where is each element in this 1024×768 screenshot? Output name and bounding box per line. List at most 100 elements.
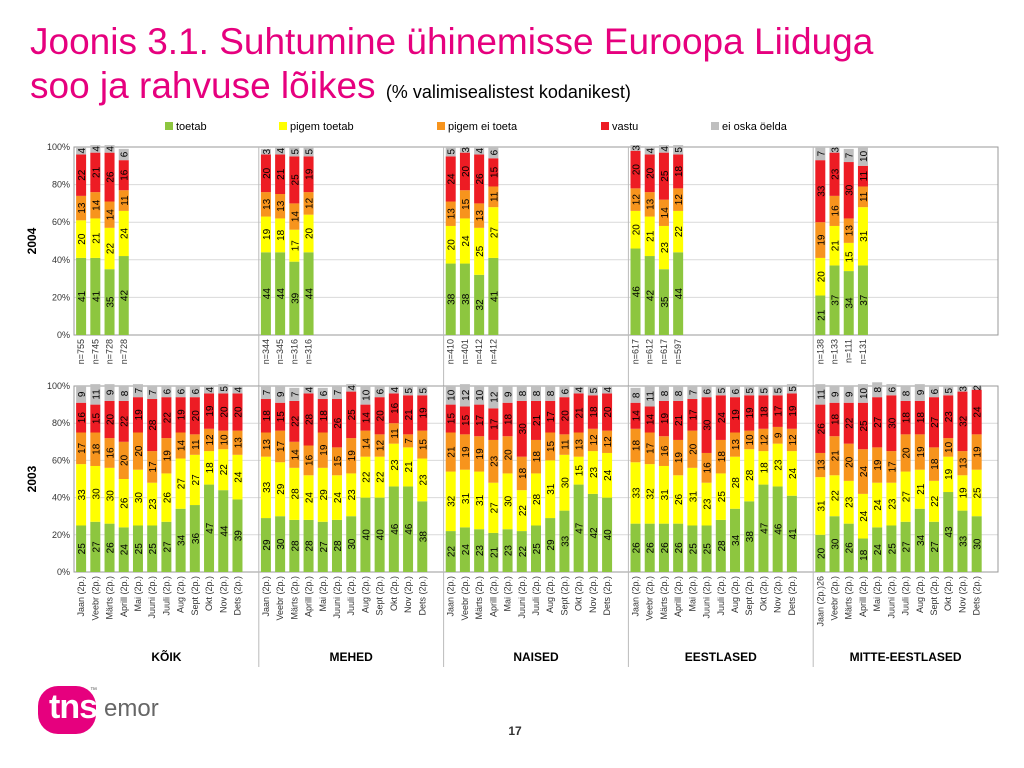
bar-segment (843, 402, 854, 444)
bar-segment (701, 452, 712, 483)
bar-value-label: 12 (305, 197, 316, 209)
bar-segment (786, 393, 797, 429)
bar-segment (175, 508, 186, 572)
bar-value-label: 19 (958, 487, 969, 499)
bar-value-label: 4 (276, 148, 287, 154)
bar-segment (602, 386, 613, 394)
bar-value-label: 20 (262, 167, 273, 179)
bar-value-label: 40 (361, 529, 372, 541)
bar-segment (701, 397, 712, 453)
bar-segment (630, 210, 641, 249)
bar-segment (488, 158, 499, 187)
bar-segment (758, 386, 769, 396)
bar-value-label: 22 (162, 412, 173, 424)
bar-segment (744, 430, 755, 450)
bar-value-label: 17 (546, 411, 557, 423)
category-label: Juuni (2p.) (517, 576, 527, 619)
bar-segment (602, 393, 613, 431)
bar-segment (943, 395, 954, 439)
bar-value-label: 30 (845, 184, 856, 196)
bar-segment (673, 400, 684, 440)
bar-value-label: 47 (759, 522, 770, 534)
bar-segment (175, 458, 186, 509)
bar-segment (815, 257, 826, 296)
bar-value-label: 41 (489, 290, 500, 302)
bar-segment (886, 451, 897, 483)
bar-segment (857, 186, 868, 208)
bar-value-label: 41 (77, 290, 88, 302)
bar-value-label: 27 (902, 491, 913, 503)
bar-value-label: 6 (489, 149, 500, 155)
bar-segment (374, 497, 385, 572)
bar-segment (76, 525, 87, 572)
bar-value-label: 28 (745, 469, 756, 481)
bar-segment (516, 490, 527, 532)
bar-segment (701, 525, 712, 572)
bar-segment (872, 527, 883, 572)
bar-segment (118, 210, 129, 257)
category-label: Märts (2p.) (844, 576, 854, 620)
bar-value-label: 22 (361, 471, 372, 483)
bar-value-label: 33 (560, 535, 571, 547)
bar-segment (445, 225, 456, 264)
bar-value-label: 3 (831, 147, 842, 153)
bar-value-label: 20 (376, 410, 387, 422)
bar-segment (388, 423, 399, 444)
bar-segment (189, 505, 200, 572)
bar-value-label: 18 (262, 410, 273, 422)
bar-segment (857, 449, 868, 494)
bar-segment (829, 152, 840, 196)
bar-segment (403, 434, 414, 448)
bar-value-label: 20 (632, 224, 643, 236)
bar-value-label: 4 (603, 387, 614, 393)
bar-value-label: 21 (489, 546, 500, 558)
bar-segment (289, 400, 300, 442)
bar-segment (900, 471, 911, 522)
bar-value-label: 22 (831, 490, 842, 502)
bar-value-label: 4 (305, 387, 316, 393)
bar-value-label: 13 (845, 225, 856, 237)
bar-segment (374, 456, 385, 498)
bar-value-label: 20 (106, 413, 117, 425)
bar-value-label: 16 (703, 462, 714, 474)
bar-segment (687, 386, 698, 400)
bar-segment (289, 147, 300, 157)
bar-value-label: 19 (305, 168, 316, 180)
bar-value-label: 24 (603, 469, 614, 481)
bar-value-label: 28 (717, 540, 728, 552)
category-label: Juuni (2p.) (332, 576, 342, 619)
bar-value-label: 18 (205, 462, 216, 474)
bar-value-label: 22 (447, 546, 458, 558)
bar-segment (303, 445, 314, 476)
bar-segment (118, 400, 129, 442)
bar-segment (388, 486, 399, 572)
bar-segment (815, 160, 826, 223)
bar-segment (914, 508, 925, 572)
bar-value-label: 11 (560, 439, 571, 450)
bar-value-label: 30 (518, 423, 529, 435)
bar-segment (260, 432, 271, 457)
logo-mark: ™ (38, 686, 97, 734)
bar-segment (857, 384, 868, 403)
bar-segment (957, 510, 968, 572)
bar-segment (744, 395, 755, 431)
bar-value-label: 33 (632, 487, 643, 499)
bar-segment (715, 519, 726, 572)
bar-value-label: 32 (958, 415, 969, 427)
bar-value-label: 20 (603, 406, 614, 418)
bar-value-label: 19 (745, 407, 756, 419)
bar-segment (147, 482, 158, 526)
bar-value-label: 12 (205, 434, 216, 446)
bar-value-label: 21 (646, 230, 657, 242)
bar-segment (275, 218, 286, 253)
bar-segment (744, 386, 755, 396)
bar-value-label: 5 (674, 147, 685, 153)
bar-segment (872, 382, 883, 398)
bar-segment (317, 467, 328, 522)
bar-value-label: 24 (461, 235, 472, 247)
bar-value-label: 9 (831, 391, 842, 397)
bar-value-label: 44 (219, 525, 230, 537)
bar-value-label: 26 (162, 492, 173, 504)
bar-value-label: 17 (489, 418, 500, 430)
bar-segment (815, 147, 826, 161)
